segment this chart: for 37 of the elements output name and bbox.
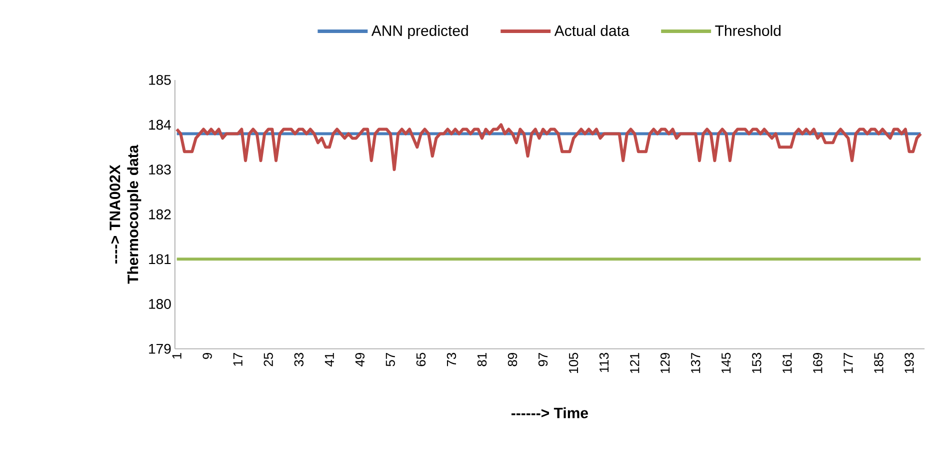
legend-label: Actual data <box>554 25 630 36</box>
x-tick-label: 145 <box>722 353 731 374</box>
x-tick-label: 49 <box>355 353 365 367</box>
legend-label: ANN predicted <box>371 25 468 40</box>
y-tick-label: 180 <box>149 299 171 310</box>
x-tick-label: 81 <box>477 353 487 366</box>
y-tick-label: 179 <box>149 344 171 354</box>
x-tick-label: 25 <box>264 353 273 366</box>
x-tick-label: 73 <box>446 353 456 366</box>
y-tick-label: 182 <box>149 210 171 220</box>
y-tick-label: 184 <box>149 120 171 130</box>
x-tick-label: 185 <box>874 353 884 374</box>
x-tick-label: 105 <box>568 353 578 374</box>
x-tick-label: 97 <box>538 353 548 366</box>
x-tick-label: 153 <box>752 353 762 374</box>
x-tick-label: 33 <box>294 353 304 366</box>
x-tick-label: 113 <box>599 353 609 372</box>
x-tick-label: 121 <box>630 353 640 374</box>
y-tick-label: 185 <box>149 75 171 86</box>
x-axis-title: ------> Time <box>511 407 588 418</box>
x-tick-label: 17 <box>233 353 242 366</box>
x-tick-label: 57 <box>386 353 395 366</box>
x-tick-label: 9 <box>202 353 212 360</box>
x-tick-label: 177 <box>844 353 853 374</box>
x-tick-label: 137 <box>691 353 700 374</box>
y-tick-label: 181 <box>149 254 171 264</box>
x-tick-label: 1 <box>172 353 182 359</box>
y-axis-title: ----> TNA002X Thermocouple data <box>110 144 142 284</box>
x-tick-label: 161 <box>782 353 792 374</box>
x-tick-label: 169 <box>813 353 822 374</box>
x-tick-label: 65 <box>416 353 426 366</box>
legend-label: Threshold <box>715 25 780 36</box>
x-tick-label: 129 <box>660 353 670 374</box>
x-tick-label: 89 <box>508 353 518 366</box>
y-tick-label: 183 <box>149 164 171 175</box>
x-tick-label: 193 <box>904 353 914 374</box>
x-tick-label: 41 <box>324 353 334 367</box>
